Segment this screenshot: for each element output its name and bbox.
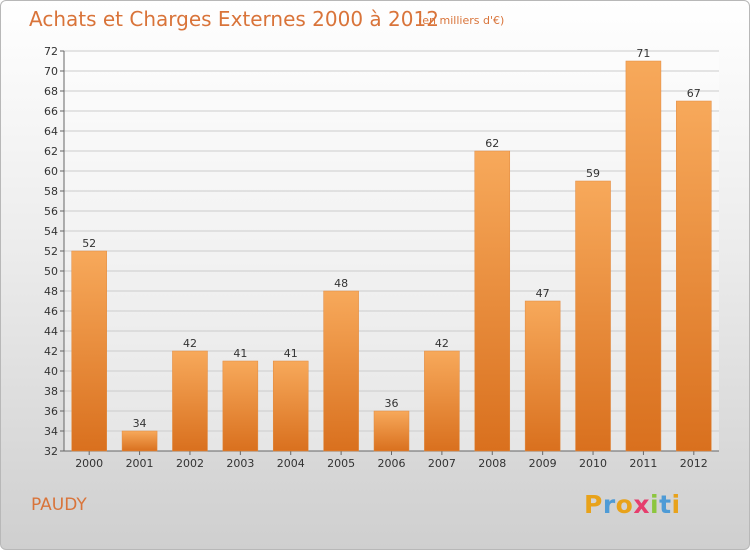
logo-letter: i [650,490,660,519]
x-tick-label-2009: 2009 [529,457,557,470]
commune-name: PAUDY [31,495,87,515]
y-tick-label: 50 [44,265,58,278]
grid-lines [64,50,719,452]
x-tick-label-2004: 2004 [277,457,305,470]
y-tick-label: 46 [44,305,58,318]
y-tick-label: 48 [44,285,58,298]
x-tick-label-2003: 2003 [226,457,254,470]
logo-letter: P [584,490,603,519]
x-tick-label-2000: 2000 [75,457,103,470]
bar-2008 [474,150,511,452]
y-tick-label: 56 [44,205,58,218]
y-tick-label: 66 [44,105,58,118]
data-label-2008: 62 [485,137,499,150]
axes: 32 34 36 38 40 42 44 46 48 50 52 54 56 58 60 62 64 66 68 70… [44,45,719,458]
data-label-2012: 67 [687,87,701,100]
bar-2009 [524,300,561,452]
data-label-2009: 47 [536,287,550,300]
data-label-2010: 59 [586,167,600,180]
bar-2005 [323,290,359,452]
data-label-2011: 71 [636,47,650,60]
x-tick-label-2008: 2008 [478,457,506,470]
chart-title: Achats et Charges Externes 2000 à 2012 [29,7,439,31]
data-label-2007: 42 [435,337,449,350]
x-tick-label-2001: 2001 [126,457,154,470]
y-tick-label: 58 [44,185,58,198]
y-tick-label: 72 [44,45,58,58]
logo-letter: i [671,490,681,519]
bar-2000 [71,250,107,452]
bar-2006 [373,410,410,452]
data-label-2003: 41 [233,347,247,360]
x-tick-label-2005: 2005 [327,457,355,470]
y-tick-label: 40 [44,365,58,378]
labels: 52 2000 34 2001 42 2002 41 2003 41 2004 48 2005 36 20… [75,47,708,470]
bar-2012 [676,100,712,452]
bar-2010 [575,180,611,452]
data-label-2001: 34 [133,417,147,430]
logo-letter: r [602,490,616,519]
bar-2002 [172,350,208,452]
y-tick-label: 34 [44,425,58,438]
x-tick-label-2002: 2002 [176,457,204,470]
x-tick-label-2010: 2010 [579,457,607,470]
bars [71,60,712,452]
y-tick-label: 64 [44,125,58,138]
y-tick-label: 32 [44,445,58,458]
data-label-2000: 52 [82,237,96,250]
y-tick-label: 68 [44,85,58,98]
bar-2001 [121,430,158,452]
chart-subtitle: (en milliers d'€) [418,14,505,27]
x-tick-label-2012: 2012 [680,457,708,470]
bar-2004 [272,360,309,452]
x-tick-label-2007: 2007 [428,457,456,470]
data-label-2004: 41 [284,347,298,360]
y-tick-label: 62 [44,145,58,158]
proxiti-logo[interactable]: Proxiti [584,490,681,519]
x-tick-label-2011: 2011 [629,457,657,470]
y-tick-label: 44 [44,325,58,338]
bar-2007 [424,350,460,452]
bar-2003 [222,360,259,452]
logo-letter: o [615,490,634,519]
data-label-2002: 42 [183,337,197,350]
y-tick-label: 52 [44,245,58,258]
x-tick-label-2006: 2006 [378,457,406,470]
y-tick-label: 36 [44,405,58,418]
y-tick-label: 60 [44,165,58,178]
logo-letter: x [633,490,650,519]
y-tick-label: 42 [44,345,58,358]
data-label-2005: 48 [334,277,348,290]
y-tick-label: 38 [44,385,58,398]
data-label-2006: 36 [385,397,399,410]
logo-letter: t [659,490,672,519]
bar-2011 [625,60,662,452]
y-tick-label: 70 [44,65,58,78]
y-tick-label: 54 [44,225,58,238]
